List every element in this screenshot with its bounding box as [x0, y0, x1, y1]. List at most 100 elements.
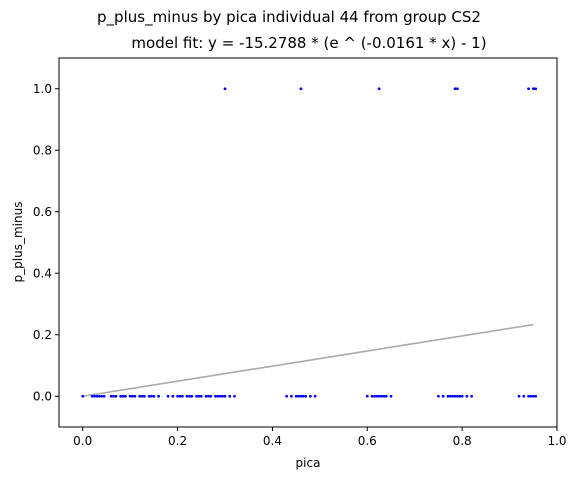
data-point	[128, 394, 132, 398]
data-point	[517, 394, 521, 398]
data-point	[294, 394, 298, 398]
data-point	[290, 394, 293, 398]
data-point	[373, 394, 376, 398]
y-tick-label: 1.0	[33, 82, 52, 96]
data-point	[308, 394, 312, 398]
y-tick-label: 0.4	[33, 266, 52, 280]
data-point	[119, 394, 123, 398]
x-tick-label: 0.8	[453, 434, 472, 448]
data-point	[190, 394, 194, 398]
data-point	[451, 394, 455, 398]
x-axis: 0.0 0.2 0.4 0.6 0.8 1.0	[73, 427, 567, 448]
data-point	[365, 394, 369, 398]
data-point	[448, 394, 452, 398]
data-point	[301, 394, 305, 398]
data-point	[114, 394, 118, 398]
data-point	[109, 394, 113, 398]
data-point	[152, 394, 156, 398]
data-point	[384, 394, 388, 398]
data-point	[176, 394, 179, 398]
fit-layer	[82, 323, 534, 398]
data-point	[223, 87, 227, 91]
data-point	[375, 394, 379, 398]
data-point	[228, 394, 232, 398]
data-point	[199, 394, 203, 398]
y-tick-label: 0.0	[33, 389, 52, 403]
data-point	[370, 394, 374, 398]
y-tick-label: 0.2	[33, 328, 52, 342]
data-point	[142, 394, 146, 398]
data-point	[380, 394, 383, 398]
data-point	[456, 87, 459, 91]
data-point	[209, 394, 213, 398]
data-point	[218, 394, 222, 398]
data-point	[102, 394, 106, 398]
x-axis-label: pica	[296, 456, 321, 470]
data-point	[81, 394, 85, 398]
data-point	[389, 394, 393, 398]
x-tick-label: 0.6	[358, 434, 377, 448]
chart-subtitle: model fit: y = -15.2788 * (e ^ (-0.0161 …	[131, 34, 487, 52]
data-point	[138, 394, 142, 398]
data-point	[453, 87, 457, 91]
data-point	[207, 394, 210, 398]
data-point	[529, 394, 533, 398]
y-tick-label: 0.6	[33, 205, 52, 219]
data-point	[216, 394, 220, 398]
x-tick-label: 0.0	[73, 434, 92, 448]
data-point	[460, 394, 464, 398]
data-point	[377, 394, 381, 398]
data-point	[131, 394, 134, 398]
data-point	[195, 394, 198, 398]
data-point	[214, 394, 217, 398]
data-point	[157, 394, 161, 398]
data-point	[446, 394, 450, 398]
data-point	[188, 394, 191, 398]
data-point	[180, 394, 184, 398]
points-layer	[81, 87, 538, 398]
data-point	[299, 394, 303, 398]
data-point	[171, 394, 175, 398]
data-point	[522, 394, 526, 398]
data-point	[285, 394, 289, 398]
data-point	[124, 394, 127, 398]
data-point	[441, 394, 445, 398]
data-point	[534, 87, 538, 91]
data-point	[313, 394, 317, 398]
data-point	[453, 394, 457, 398]
y-axis-label: p_plus_minus	[11, 202, 25, 283]
data-point	[531, 394, 535, 398]
data-point	[437, 394, 440, 398]
data-point	[458, 394, 462, 398]
data-point	[531, 87, 535, 91]
data-point	[223, 394, 227, 398]
fit-line	[82, 323, 534, 398]
data-point	[534, 394, 538, 398]
data-point	[112, 394, 115, 398]
chart-title: p_plus_minus by pica individual 44 from …	[97, 8, 481, 26]
data-point	[147, 394, 151, 398]
data-point	[377, 87, 381, 91]
x-tick-label: 0.4	[263, 434, 282, 448]
data-point	[233, 394, 236, 398]
data-point	[121, 394, 125, 398]
data-point	[527, 394, 530, 398]
data-point	[93, 394, 96, 398]
x-tick-label: 0.2	[168, 434, 187, 448]
data-point	[166, 394, 170, 398]
x-tick-label: 1.0	[547, 434, 566, 448]
data-point	[100, 394, 104, 398]
data-point	[197, 394, 201, 398]
data-point	[178, 394, 182, 398]
data-point	[221, 394, 225, 398]
data-point	[527, 87, 530, 91]
data-point	[465, 394, 469, 398]
y-axis: 0.0 0.2 0.4 0.6 0.8 1.0	[33, 82, 59, 403]
data-point	[97, 394, 101, 398]
data-point	[304, 394, 308, 398]
data-point	[185, 394, 189, 398]
data-point	[133, 394, 137, 398]
data-point	[470, 394, 474, 398]
data-point	[297, 394, 300, 398]
